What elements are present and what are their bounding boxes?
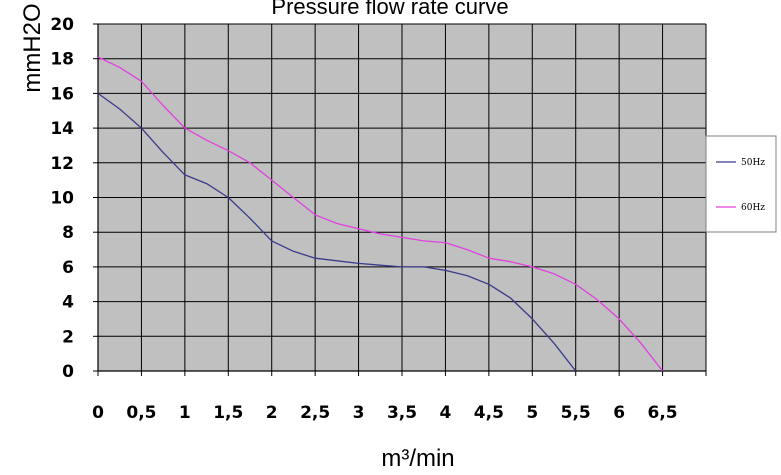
x-tick-label: 3 [353, 403, 365, 423]
y-tick-label: 2 [62, 327, 74, 347]
y-tick-label: 0 [62, 362, 74, 382]
x-tick-label: 0 [92, 403, 104, 423]
x-tick-label: 0,5 [126, 403, 156, 423]
series-lines [97, 56, 664, 372]
y-tick-label: 10 [50, 189, 74, 209]
y-tick-label: 4 [62, 293, 74, 313]
y-axis-label: mmH2O [19, 3, 46, 92]
x-tick-label: 5,5 [561, 403, 591, 423]
x-tick-label: 2,5 [300, 403, 330, 423]
x-tick-label: 2 [266, 403, 278, 423]
series-line-50hz [97, 92, 577, 372]
y-tick-label: 8 [62, 223, 74, 243]
legend-label-60hz: 60Hz [741, 203, 765, 213]
y-tick-labels: 0 2 4 6 8 10 12 14 16 18 20 [50, 15, 74, 382]
x-tick-label: 6,5 [648, 403, 678, 423]
x-tick-label: 3,5 [387, 403, 417, 423]
y-tick-label: 6 [62, 258, 74, 278]
legend-box [705, 135, 777, 233]
legend-label-50hz: 50Hz [741, 158, 765, 168]
x-tick-label: 4 [440, 403, 452, 423]
x-tick-label: 1,5 [213, 403, 243, 423]
chart-title: Pressure flow rate curve [271, 0, 508, 19]
legend: 50Hz 60Hz [705, 135, 777, 233]
y-tick-label: 18 [50, 50, 74, 70]
y-tick-label: 20 [50, 15, 74, 35]
x-tick-label: 5 [526, 403, 538, 423]
x-tick-labels: 0 0,5 1 1,5 2 2,5 3 3,5 4 4,5 5 5,5 6 6,5 [92, 403, 678, 423]
x-tick-label: 1 [179, 403, 191, 423]
grid [97, 23, 707, 372]
x-axis-label: m³/min [381, 445, 454, 472]
series-line-60hz [97, 56, 664, 372]
x-tick-label: 4,5 [474, 403, 504, 423]
y-tick-label: 12 [50, 154, 74, 174]
y-tick-label: 14 [50, 119, 74, 139]
axes [93, 23, 707, 376]
x-tick-label: 6 [613, 403, 625, 423]
y-tick-label: 16 [50, 84, 74, 104]
